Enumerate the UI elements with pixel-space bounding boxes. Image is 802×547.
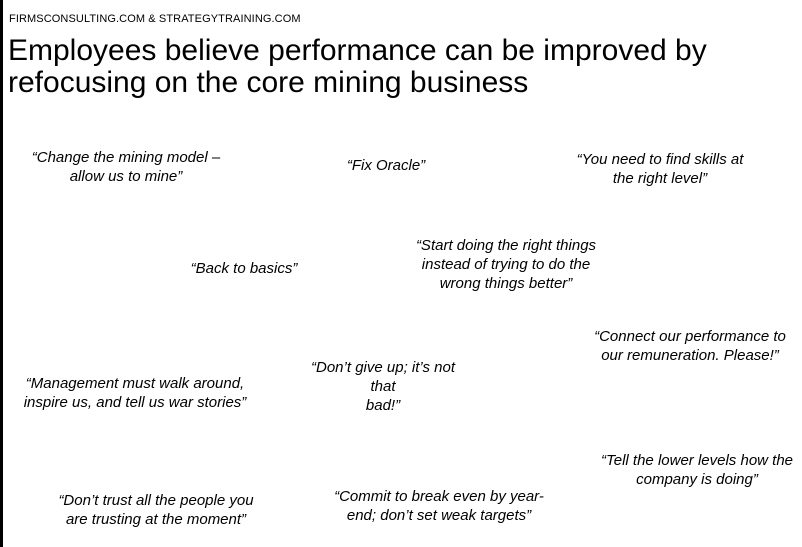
quote-fix-oracle: “Fix Oracle”: [346, 157, 426, 174]
quote-right-things: “Start doing the right things instead of…: [415, 237, 597, 292]
quote-find-skills: “You need to find skills at the right le…: [576, 151, 744, 187]
quote-change-mining-model: “Change the mining model – allow us to m…: [31, 149, 221, 185]
quote-dont-trust: “Don’t trust all the people you are trus…: [58, 492, 254, 528]
quote-back-to-basics: “Back to basics”: [190, 260, 298, 277]
quote-connect-performance: “Connect our performance to our remunera…: [594, 328, 786, 364]
left-edge-rule: [0, 0, 3, 547]
slide-title: Employees believe performance can be imp…: [8, 34, 707, 99]
quote-dont-give-up: “Don’t give up; it’s not that bad!”: [311, 359, 455, 414]
quote-tell-lower-levels: “Tell the lower levels how the company i…: [600, 452, 794, 488]
quote-management-walk-around: “Management must walk around, inspire us…: [23, 375, 247, 411]
quote-commit-break-even: “Commit to break even by year- end; don’…: [334, 488, 544, 524]
source-header: FIRMSCONSULTING.COM & STRATEGYTRAINING.C…: [9, 13, 301, 25]
